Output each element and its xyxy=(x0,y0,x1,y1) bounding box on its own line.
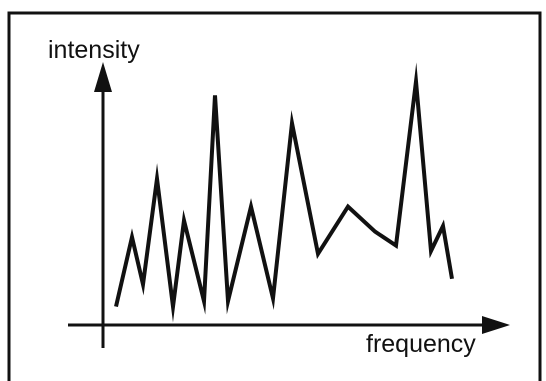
x-axis-label: frequency xyxy=(366,330,476,358)
y-axis-label: intensity xyxy=(48,36,140,64)
x-axis-arrowhead xyxy=(482,316,510,334)
spectrum-series xyxy=(114,62,454,323)
spectrum-line xyxy=(114,62,454,323)
diagram-frame xyxy=(7,11,542,381)
y-axis-arrowhead xyxy=(94,62,112,92)
